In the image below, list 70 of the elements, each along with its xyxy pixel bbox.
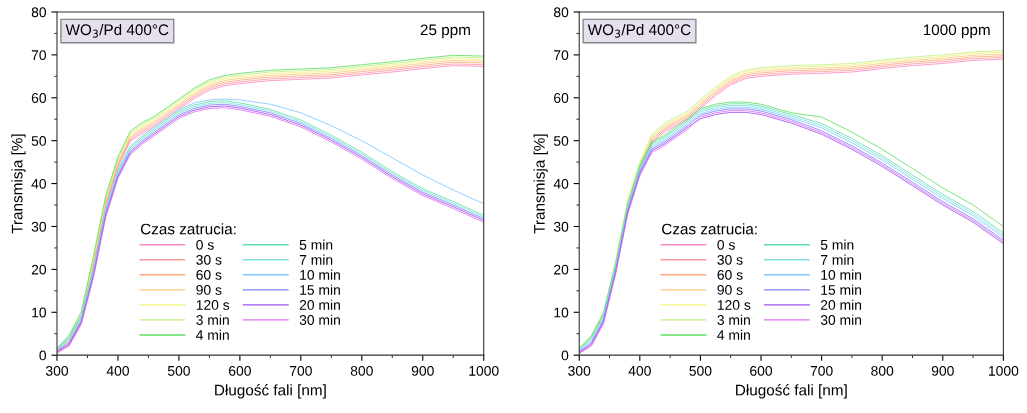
legend-label: 4 min bbox=[717, 329, 750, 340]
y-tick-label: 60 bbox=[31, 93, 47, 103]
legend-title: Czas zatrucia: bbox=[140, 223, 236, 235]
x-tick-label: 500 bbox=[167, 365, 190, 376]
y-tick-label: 50 bbox=[553, 136, 569, 146]
x-tick-label: 900 bbox=[931, 365, 954, 376]
annotation: 1000 ppm bbox=[923, 24, 990, 39]
y-tick-label: 60 bbox=[554, 93, 569, 103]
legend-label: 7 min bbox=[299, 254, 333, 265]
y-tick-label: 0 bbox=[39, 350, 47, 361]
x-axis-title: Długość fali [nm] bbox=[215, 384, 326, 399]
y-tick-label: 80 bbox=[553, 7, 569, 18]
x-tick-label: 900 bbox=[411, 365, 434, 376]
annotation: 25 ppm bbox=[420, 24, 470, 39]
legend-label: 30 min bbox=[820, 314, 862, 325]
legend-label: 20 min bbox=[299, 299, 340, 310]
legend-label: 0 s bbox=[717, 239, 735, 250]
x-tick-label: 800 bbox=[350, 365, 373, 376]
x-tick-label: 400 bbox=[106, 365, 129, 376]
legend-title: Czas zatrucia: bbox=[662, 223, 757, 235]
x-tick-label: 800 bbox=[871, 365, 894, 376]
x-tick-label: 300 bbox=[568, 365, 591, 376]
legend-label: 5 min bbox=[820, 239, 854, 250]
y-tick-label: 70 bbox=[31, 50, 47, 61]
legend-label: 10 min bbox=[821, 269, 862, 280]
y-tick-label: 20 bbox=[31, 264, 47, 275]
legend-label: 120 s bbox=[717, 300, 751, 310]
y-tick-label: 30 bbox=[31, 221, 47, 232]
legend-label: 120 s bbox=[196, 300, 230, 310]
legend-label: 0 s bbox=[196, 239, 214, 250]
x-tick-label: 1000 bbox=[469, 365, 499, 376]
y-tick-label: 10 bbox=[554, 307, 569, 318]
annotation: WO$_{3}$/Pd 400°C bbox=[587, 23, 691, 38]
legend-label: 30 s bbox=[196, 254, 222, 265]
y-tick-label: 70 bbox=[554, 50, 569, 61]
x-axis-title: Długość fali [nm] bbox=[736, 384, 847, 399]
legend-label: 90 s bbox=[196, 285, 222, 295]
x-tick-label: 700 bbox=[289, 365, 312, 376]
y-tick-label: 10 bbox=[32, 307, 47, 318]
x-tick-label: 1000 bbox=[988, 365, 1019, 376]
y-tick-label: 40 bbox=[553, 178, 569, 189]
legend-label: 15 min bbox=[300, 284, 340, 295]
legend-label: 4 min bbox=[196, 329, 229, 340]
legend-label: 15 min bbox=[821, 284, 862, 295]
y-tick-label: 20 bbox=[554, 264, 569, 275]
y-axis-title: Transmisja [%] bbox=[11, 134, 26, 234]
x-tick-label: 500 bbox=[689, 365, 712, 376]
legend-label: 10 min bbox=[300, 269, 340, 280]
annotation: WO$_{3}$/Pd 400°C bbox=[65, 23, 169, 38]
x-tick-label: 600 bbox=[229, 365, 251, 376]
y-tick-label: 0 bbox=[561, 350, 569, 361]
y-tick-label: 40 bbox=[31, 178, 47, 189]
legend-label: 60 s bbox=[196, 269, 222, 280]
legend-label: 20 min bbox=[820, 299, 862, 310]
x-tick-label: 400 bbox=[628, 365, 651, 376]
legend-label: 30 s bbox=[717, 254, 743, 265]
legend-label: 7 min bbox=[820, 254, 854, 265]
y-tick-label: 30 bbox=[553, 221, 569, 232]
legend-label: 30 min bbox=[299, 314, 340, 325]
x-tick-label: 600 bbox=[750, 365, 773, 376]
x-tick-label: 700 bbox=[810, 365, 833, 376]
x-tick-label: 300 bbox=[45, 365, 69, 376]
y-tick-label: 80 bbox=[31, 7, 47, 18]
y-tick-label: 50 bbox=[31, 136, 47, 146]
legend-label: 3 min bbox=[717, 314, 750, 325]
y-axis-title: Transmisja [%] bbox=[533, 134, 548, 234]
legend-label: 5 min bbox=[299, 239, 333, 250]
legend-label: 3 min bbox=[196, 314, 229, 325]
legend-label: 60 s bbox=[717, 269, 743, 280]
legend-label: 90 s bbox=[717, 285, 743, 295]
